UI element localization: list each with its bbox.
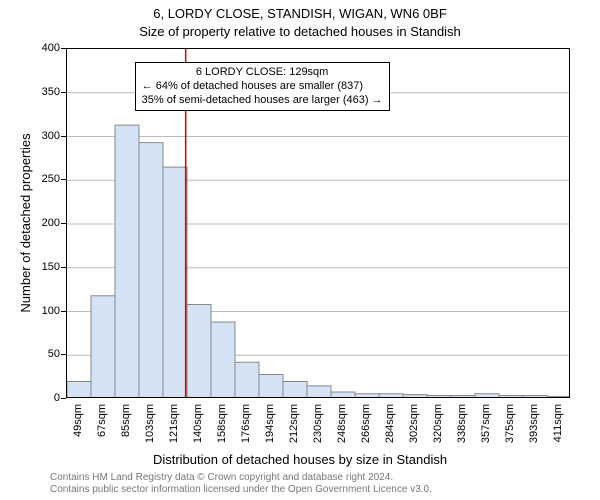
footer-line-1: Contains HM Land Registry data © Crown c…: [50, 472, 432, 484]
histogram-bar: [67, 382, 91, 399]
footer-line-2: Contains public sector information licen…: [50, 484, 432, 496]
x-tick-label: 176sqm: [240, 404, 252, 443]
histogram-bar: [451, 396, 475, 399]
x-tick-label: 103sqm: [144, 404, 156, 443]
x-tick-label: 85sqm: [120, 404, 132, 437]
y-tick-label: 200: [30, 217, 60, 229]
histogram-bar: [523, 396, 547, 399]
histogram-bar: [499, 396, 523, 399]
x-tick-label: 393sqm: [528, 404, 540, 443]
histogram-bar: [91, 296, 115, 398]
y-tick-label: 100: [30, 305, 60, 317]
chart-subtitle: Size of property relative to detached ho…: [0, 24, 600, 39]
histogram-bar: [211, 322, 235, 398]
histogram-bar: [235, 362, 259, 398]
x-axis-label: Distribution of detached houses by size …: [0, 452, 600, 467]
x-tick-label: 158sqm: [216, 404, 228, 443]
histogram-bar: [163, 167, 187, 398]
callout-line-2: ← 64% of detached houses are smaller (83…: [142, 80, 383, 94]
histogram-bar: [307, 386, 331, 398]
x-tick-label: 230sqm: [312, 404, 324, 443]
histogram-bar: [139, 143, 163, 398]
x-tick-label: 302sqm: [408, 404, 420, 443]
x-tick-label: 411sqm: [552, 404, 564, 442]
y-tick-label: 300: [30, 130, 60, 142]
x-tick-label: 284sqm: [384, 404, 396, 443]
x-tick-label: 338sqm: [456, 404, 468, 443]
x-tick-label: 194sqm: [264, 404, 276, 443]
x-tick-label: 121sqm: [168, 404, 180, 443]
callout-line-1: 6 LORDY CLOSE: 129sqm: [142, 66, 383, 80]
callout-line-3: 35% of semi-detached houses are larger (…: [142, 94, 383, 108]
histogram-bar: [475, 394, 499, 398]
histogram-bar: [283, 382, 307, 399]
histogram-bar: [403, 395, 427, 398]
histogram-bar: [187, 305, 211, 399]
histogram-bar: [115, 125, 139, 398]
x-tick-label: 320sqm: [432, 404, 444, 443]
y-tick-label: 350: [30, 86, 60, 98]
x-tick-label: 67sqm: [96, 404, 108, 437]
x-tick-label: 266sqm: [360, 404, 372, 443]
histogram-bar: [427, 396, 451, 399]
x-tick-label: 248sqm: [336, 404, 348, 443]
histogram-bar: [355, 394, 379, 398]
chart-title: 6, LORDY CLOSE, STANDISH, WIGAN, WN6 0BF: [0, 6, 600, 21]
x-tick-label: 49sqm: [72, 404, 84, 437]
y-tick-label: 0: [30, 392, 60, 404]
x-tick-label: 212sqm: [288, 404, 300, 443]
x-tick-label: 357sqm: [480, 404, 492, 443]
histogram-bar: [259, 375, 283, 399]
y-tick-label: 400: [30, 42, 60, 54]
footer-attribution: Contains HM Land Registry data © Crown c…: [50, 472, 432, 496]
histogram-bar: [379, 394, 403, 398]
callout-box: 6 LORDY CLOSE: 129sqm ← 64% of detached …: [135, 62, 390, 111]
histogram-bar: [547, 396, 570, 398]
y-tick-label: 50: [30, 348, 60, 360]
x-tick-label: 375sqm: [504, 404, 516, 443]
y-tick-label: 150: [30, 261, 60, 273]
histogram-bar: [331, 392, 355, 398]
x-tick-label: 140sqm: [192, 404, 204, 443]
y-tick-label: 250: [30, 173, 60, 185]
